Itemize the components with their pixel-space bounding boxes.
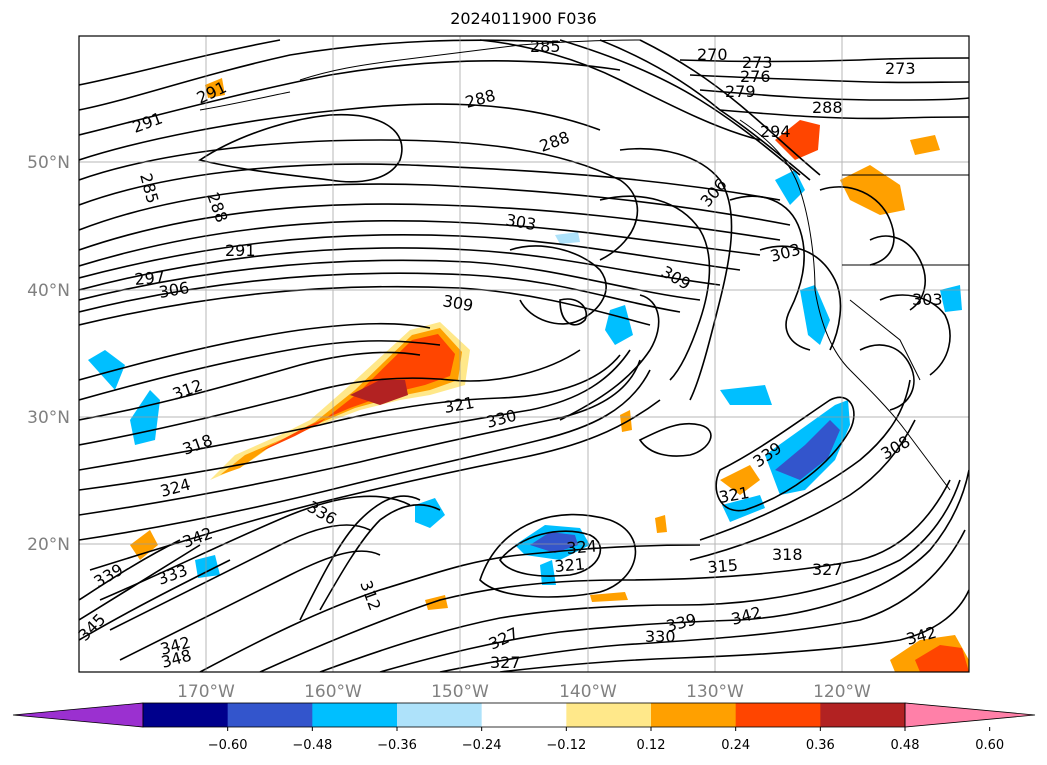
lon-axis: 170°W 160°W 150°W 140°W 130°W 120°W xyxy=(177,682,871,702)
colorbar-tick-label: −0.60 xyxy=(208,738,248,753)
contour-label: 273 xyxy=(885,59,916,78)
contour-label: 303 xyxy=(912,290,943,309)
contour-label: 294 xyxy=(760,122,791,141)
colorbar-tick-label: −0.24 xyxy=(462,738,502,753)
colorbar-segment xyxy=(481,703,567,727)
colorbar-tick-label: 0.12 xyxy=(637,738,666,753)
shading-cool-region xyxy=(530,532,578,553)
shading-cool-region xyxy=(88,350,125,390)
lon-label: 140°W xyxy=(559,682,617,702)
colorbar-tick-label: 0.36 xyxy=(806,738,835,753)
colorbar-segment xyxy=(312,703,398,727)
colorbar-tick-label: −0.12 xyxy=(546,738,586,753)
colorbar-segment xyxy=(143,703,229,727)
shading-cool-region xyxy=(720,385,772,405)
colorbar-segment xyxy=(566,703,652,727)
contour-label: 270 xyxy=(697,45,728,64)
colorbar-segment xyxy=(397,703,483,727)
shading-warm-region xyxy=(775,120,820,160)
coastlines xyxy=(199,39,969,491)
shading-cool-region xyxy=(775,170,805,205)
colorbar-segments xyxy=(12,702,1036,728)
contour-label: 327 xyxy=(812,560,843,579)
shading-warm-region xyxy=(720,465,760,495)
shading-warm-region xyxy=(235,334,455,468)
contour-label: 279 xyxy=(725,82,756,101)
lat-label: 20°N xyxy=(27,535,70,555)
lon-label: 160°W xyxy=(304,682,362,702)
contour-label: 273 xyxy=(742,53,773,72)
contour-label: 327 xyxy=(490,653,521,672)
shading-cool-region xyxy=(775,420,840,480)
colorbar-segment xyxy=(651,703,737,727)
contour-label: 315 xyxy=(707,555,739,577)
colorbar-tick-label: 0.60 xyxy=(975,738,1004,753)
contour-label: 288 xyxy=(812,98,843,117)
shading-warm-region xyxy=(915,645,969,672)
colorbar-tick-label: 0.48 xyxy=(891,738,920,753)
lon-label: 120°W xyxy=(813,682,871,702)
lat-label: 50°N xyxy=(27,153,70,173)
shading-warm-region xyxy=(655,515,667,533)
contour-label: 285 xyxy=(530,37,561,56)
contour-label: 318 xyxy=(772,545,803,564)
colorbar-extend-high xyxy=(904,702,1036,728)
colorbar-segment xyxy=(820,703,906,727)
contour-label: 291 xyxy=(225,241,256,260)
lon-label: 150°W xyxy=(431,682,489,702)
shading-warm-region xyxy=(205,78,225,98)
colorbar-tick-label: 0.24 xyxy=(721,738,750,753)
shading-cool-region xyxy=(195,555,220,578)
shading-warm-region xyxy=(840,165,905,215)
colorbar-tick-label: −0.48 xyxy=(292,738,332,753)
contour-label: 321 xyxy=(554,554,586,576)
colorbar-segment xyxy=(227,703,313,727)
lat-label: 40°N xyxy=(27,281,70,301)
shading-cool-region xyxy=(722,495,765,522)
shading-warm-region xyxy=(620,410,632,432)
contour-label: 276 xyxy=(740,67,771,86)
shading-cool-region xyxy=(800,285,830,345)
colorbar-frame xyxy=(142,702,906,728)
contour-label: 330 xyxy=(645,627,676,646)
colorbar-extend-low xyxy=(12,702,144,728)
lon-label: 170°W xyxy=(177,682,235,702)
map-title: 2024011900 F036 xyxy=(450,9,597,28)
lon-label: 130°W xyxy=(686,682,744,702)
shading-warm-region xyxy=(590,592,628,602)
contour-label: 324 xyxy=(566,536,598,558)
colorbar-ticks: −0.60 −0.48 −0.36 −0.24 −0.12 0.12 0.24 0.36 0.4… xyxy=(208,727,1004,753)
gridlines xyxy=(79,36,969,672)
contour-layer xyxy=(79,39,969,672)
lat-label: 30°N xyxy=(27,408,70,428)
shading-cool-region xyxy=(555,232,580,244)
shading-warm-region xyxy=(130,530,158,560)
plot-frame xyxy=(78,35,970,673)
contour-label: 297 xyxy=(134,267,166,289)
shading-warm-region xyxy=(910,135,940,155)
shading-layer xyxy=(88,78,969,672)
colorbar: −0.60 −0.48 −0.36 −0.24 −0.12 0.12 0.24 0.36 0.4… xyxy=(12,702,1036,753)
shading-warm-region xyxy=(350,380,408,405)
shading-cool-region xyxy=(940,285,962,312)
colorbar-segment xyxy=(735,703,821,727)
lat-axis: 50°N 40°N 30°N 20°N xyxy=(27,153,70,555)
shading-cool-region xyxy=(540,560,556,585)
colorbar-tick-label: −0.36 xyxy=(377,738,417,753)
